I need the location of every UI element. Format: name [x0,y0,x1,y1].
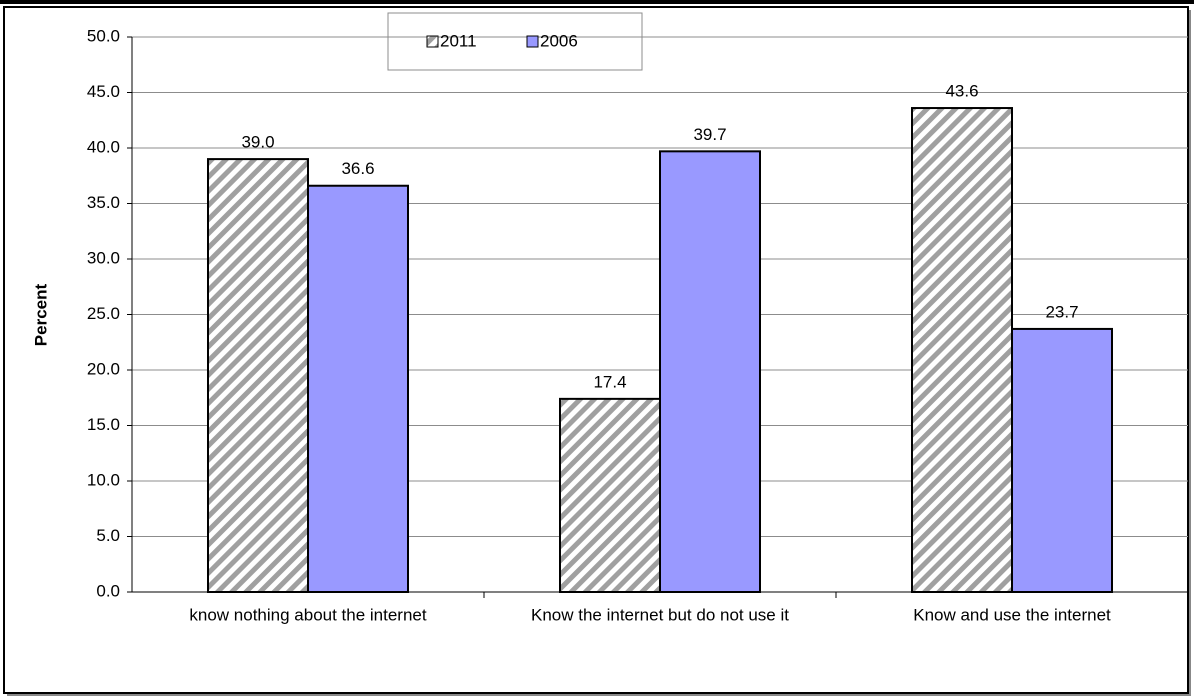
y-tick-label: 5.0 [96,526,120,545]
y-tick-label: 10.0 [87,470,120,489]
y-tick-label: 30.0 [87,248,120,267]
y-tick-label: 20.0 [87,359,120,378]
y-tick-label: 25.0 [87,304,120,323]
legend-label: 2006 [540,31,578,50]
data-label: 36.6 [341,159,374,178]
bar [559,397,661,593]
data-label: 43.6 [945,82,978,101]
bar [1011,327,1113,593]
legend-label: 2011 [440,31,477,50]
data-label: 17.4 [593,372,626,391]
x-tick-label: know nothing about the internet [189,605,427,624]
bar [911,107,1013,593]
y-tick-label: 50.0 [87,26,120,45]
legend [387,12,643,71]
data-label: 39.7 [693,125,726,144]
top-strip [0,0,1194,4]
bar [659,150,761,594]
bar [307,184,409,594]
x-tick-label: Know and use the internet [913,605,1111,624]
y-tick-label: 35.0 [87,193,120,212]
y-axis-label: Percent [31,283,50,346]
y-tick-label: 15.0 [87,415,120,434]
legend-swatch [426,35,439,48]
y-tick-label: 45.0 [87,82,120,101]
y-tick-label: 0.0 [96,581,120,600]
x-tick-label: Know the internet but do not use it [531,605,789,624]
y-tick-label: 40.0 [87,137,120,156]
data-label: 39.0 [241,133,274,152]
legend-swatch [526,35,539,48]
bar [207,158,309,593]
data-label: 23.7 [1045,302,1078,321]
